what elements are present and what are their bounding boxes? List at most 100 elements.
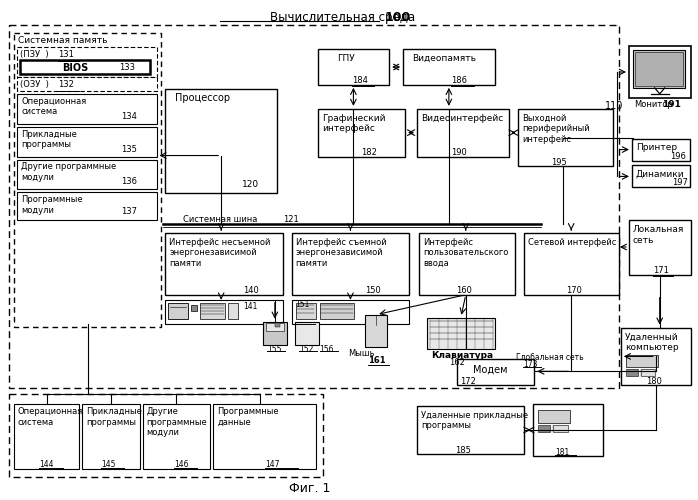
FancyBboxPatch shape [417,109,509,156]
FancyBboxPatch shape [82,404,140,469]
Text: 151: 151 [295,300,309,308]
Text: Динамики: Динамики [636,170,685,178]
Text: Сетевой интерфейс: Сетевой интерфейс [528,238,617,247]
Text: 196: 196 [669,152,685,160]
Circle shape [304,331,309,336]
FancyBboxPatch shape [456,360,535,385]
Text: Локальная
сеть: Локальная сеть [633,225,684,244]
Text: 140: 140 [243,286,259,295]
Text: 171: 171 [653,266,669,275]
Text: 162: 162 [449,358,465,368]
Text: 110: 110 [605,101,623,111]
FancyBboxPatch shape [403,49,495,85]
Text: 136: 136 [121,178,137,186]
Text: Вычислительная среда: Вычислительная среда [270,12,415,24]
FancyBboxPatch shape [191,304,198,310]
Text: Программные
данные: Программные данные [217,407,279,426]
FancyBboxPatch shape [275,322,280,326]
Text: Фиг. 1: Фиг. 1 [289,482,330,494]
FancyBboxPatch shape [632,166,690,188]
Text: Прикладные
программы: Прикладные программы [86,407,142,426]
Text: Мышь: Мышь [348,350,375,358]
Text: 144: 144 [39,460,54,469]
Text: 186: 186 [451,76,467,85]
Text: 195: 195 [551,158,567,166]
Text: Принтер: Принтер [636,142,677,152]
Text: 141: 141 [243,302,258,310]
Text: ГПУ: ГПУ [338,54,355,63]
Text: 190: 190 [451,148,467,156]
Text: 146: 146 [174,460,189,469]
FancyBboxPatch shape [533,404,603,456]
Text: BIOS: BIOS [62,63,88,73]
Text: Системная шина: Системная шина [184,215,258,224]
FancyBboxPatch shape [621,328,690,385]
Text: Удаленные прикладные
программы: Удаленные прикладные программы [421,411,528,430]
Text: 131: 131 [58,50,74,59]
Text: Операционная
система: Операционная система [17,407,82,426]
Text: 134: 134 [121,112,137,121]
FancyBboxPatch shape [633,50,685,88]
FancyBboxPatch shape [427,318,495,350]
Text: Интерфейс несъемной
энергонезависимой
памяти: Интерфейс несъемной энергонезависимой па… [170,238,271,268]
FancyBboxPatch shape [538,425,550,432]
Text: 150: 150 [365,286,381,295]
FancyBboxPatch shape [213,404,315,469]
Text: 160: 160 [456,286,472,295]
Text: Графический
интерфейс: Графический интерфейс [322,114,386,133]
FancyBboxPatch shape [626,370,638,376]
Text: Интерфейс
пользовательского
ввода: Интерфейс пользовательского ввода [423,238,508,268]
FancyBboxPatch shape [165,300,283,324]
FancyBboxPatch shape [632,138,690,160]
Text: 191: 191 [662,100,681,109]
Text: Другие
программные
модули: Другие программные модули [147,407,207,437]
Text: 184: 184 [352,76,369,85]
FancyBboxPatch shape [554,425,568,432]
Text: 185: 185 [455,446,470,455]
FancyBboxPatch shape [200,302,225,318]
Text: Программные
модули: Программные модули [21,196,83,214]
Text: Видеоинтерфейс: Видеоинтерфейс [421,114,503,123]
FancyBboxPatch shape [629,46,690,98]
Text: Видеопамять: Видеопамять [412,54,476,63]
Text: Интерфейс съемной
энергонезависимой
памяти: Интерфейс съемной энергонезависимой памя… [296,238,387,268]
FancyBboxPatch shape [266,322,284,330]
FancyBboxPatch shape [263,322,287,345]
FancyBboxPatch shape [17,160,156,190]
FancyBboxPatch shape [419,233,514,294]
FancyBboxPatch shape [318,49,389,85]
FancyBboxPatch shape [17,126,156,156]
FancyBboxPatch shape [17,94,156,124]
Text: 182: 182 [362,148,377,156]
Text: 100: 100 [384,12,410,24]
FancyBboxPatch shape [168,302,188,318]
FancyBboxPatch shape [165,89,277,194]
FancyBboxPatch shape [295,322,318,345]
Text: 147: 147 [265,460,279,469]
Text: (ПЗУ  ): (ПЗУ ) [20,50,54,59]
Text: 156: 156 [320,346,334,354]
FancyBboxPatch shape [9,26,619,388]
FancyBboxPatch shape [292,233,409,294]
FancyBboxPatch shape [9,394,322,476]
FancyBboxPatch shape [165,233,283,294]
FancyBboxPatch shape [15,404,79,469]
Text: Процессор: Процессор [175,93,230,103]
Text: Глобальная сеть: Глобальная сеть [517,354,584,362]
Text: Модем: Модем [473,364,507,374]
Text: 161: 161 [369,356,386,366]
FancyBboxPatch shape [292,300,409,324]
Text: 155: 155 [267,346,281,354]
Text: 173: 173 [524,360,538,370]
Text: 181: 181 [556,448,570,457]
FancyBboxPatch shape [519,109,613,166]
FancyBboxPatch shape [635,52,683,86]
Text: Системная память: Системная память [18,36,107,45]
Text: Операционная
система: Операционная система [21,97,87,116]
FancyBboxPatch shape [17,77,156,91]
FancyBboxPatch shape [318,109,405,156]
Text: Другие программные
модули: Другие программные модули [21,162,117,182]
Text: 172: 172 [460,378,476,386]
FancyBboxPatch shape [626,356,658,368]
Text: 135: 135 [121,144,137,154]
